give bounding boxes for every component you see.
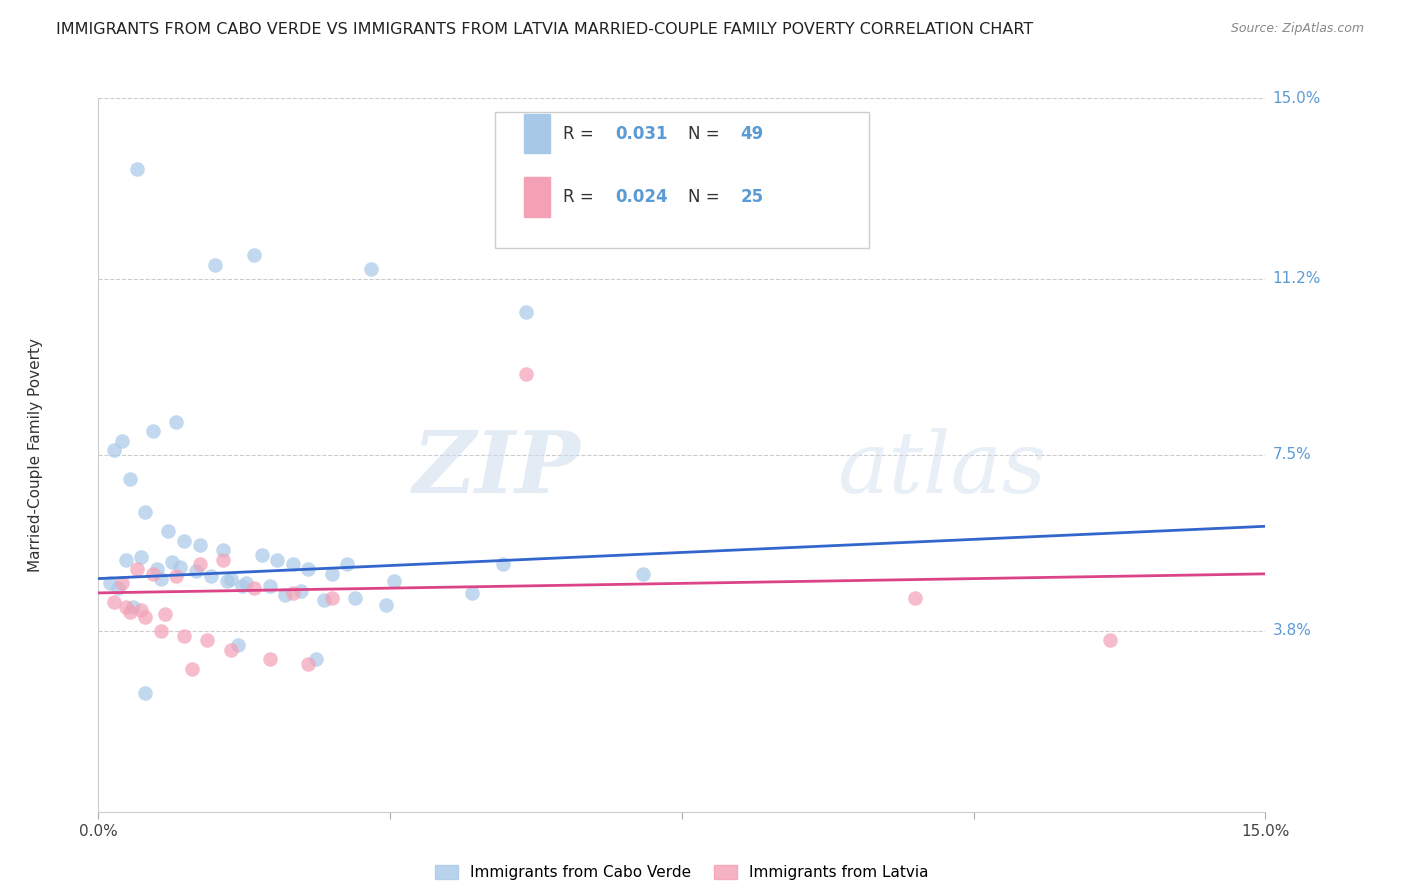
Point	[231, 579, 253, 593]
Text: Married-Couple Family Poverty: Married-Couple Family Poverty	[28, 338, 42, 572]
Point	[146, 562, 169, 576]
Point	[142, 566, 165, 581]
Point	[103, 595, 125, 609]
Point	[375, 598, 398, 612]
Point	[212, 543, 235, 558]
Point	[111, 576, 134, 591]
Point	[169, 559, 191, 574]
Text: IMMIGRANTS FROM CABO VERDE VS IMMIGRANTS FROM LATVIA MARRIED-COUPLE FAMILY POVER: IMMIGRANTS FROM CABO VERDE VS IMMIGRANTS…	[56, 22, 1033, 37]
Point	[195, 633, 218, 648]
Text: 15.0%: 15.0%	[1272, 91, 1320, 105]
Point	[360, 262, 382, 277]
Text: R =: R =	[562, 187, 599, 205]
Point	[212, 552, 235, 566]
FancyBboxPatch shape	[524, 114, 550, 153]
Point	[344, 591, 367, 605]
Text: 11.2%: 11.2%	[1272, 271, 1320, 286]
Text: 49: 49	[741, 125, 763, 143]
FancyBboxPatch shape	[524, 178, 550, 217]
Point	[281, 586, 304, 600]
Point	[162, 555, 184, 569]
Point	[312, 593, 335, 607]
Point	[515, 305, 537, 319]
Point	[153, 607, 176, 622]
Point	[134, 609, 156, 624]
Point	[188, 558, 211, 572]
Point	[129, 602, 152, 616]
Point	[149, 572, 172, 586]
Point	[305, 652, 328, 666]
Point	[321, 566, 343, 581]
Text: atlas: atlas	[838, 428, 1046, 510]
Point	[165, 569, 187, 583]
Point	[157, 524, 180, 538]
Point	[631, 566, 654, 581]
Point	[122, 600, 145, 615]
Point	[149, 624, 172, 638]
Text: 0.024: 0.024	[616, 187, 668, 205]
Point	[165, 415, 187, 429]
Point	[297, 562, 319, 576]
Point	[515, 367, 537, 381]
Point	[134, 505, 156, 519]
Point	[114, 552, 136, 566]
Point	[492, 558, 515, 572]
Point	[98, 576, 121, 591]
Point	[103, 443, 125, 458]
Point	[321, 591, 343, 605]
Point	[336, 558, 359, 572]
Point	[904, 591, 927, 605]
Point	[134, 686, 156, 700]
Point	[228, 638, 250, 652]
Point	[290, 583, 312, 598]
Point	[250, 548, 273, 562]
Point	[297, 657, 319, 672]
Point	[274, 588, 297, 602]
Point	[184, 565, 207, 579]
Text: N =: N =	[688, 187, 724, 205]
Point	[180, 662, 202, 676]
Point	[118, 605, 141, 619]
Point	[107, 581, 129, 595]
Point	[114, 600, 136, 615]
Text: Source: ZipAtlas.com: Source: ZipAtlas.com	[1230, 22, 1364, 36]
Point	[204, 258, 226, 272]
Point	[281, 558, 304, 572]
FancyBboxPatch shape	[495, 112, 869, 248]
Text: N =: N =	[688, 125, 724, 143]
Point	[259, 579, 281, 593]
Text: 7.5%: 7.5%	[1272, 448, 1312, 462]
Point	[266, 552, 288, 566]
Point	[382, 574, 405, 588]
Point	[215, 574, 238, 588]
Point	[173, 629, 195, 643]
Point	[461, 586, 484, 600]
Point	[235, 576, 257, 591]
Point	[111, 434, 134, 448]
Point	[219, 643, 242, 657]
Point	[219, 572, 242, 586]
Point	[173, 533, 195, 548]
Point	[118, 472, 141, 486]
Point	[200, 569, 222, 583]
Point	[243, 248, 266, 262]
Point	[188, 538, 211, 552]
Point	[243, 581, 266, 595]
Point	[1098, 633, 1121, 648]
Point	[142, 424, 165, 438]
Text: 25: 25	[741, 187, 763, 205]
Text: R =: R =	[562, 125, 599, 143]
Text: 0.031: 0.031	[616, 125, 668, 143]
Point	[129, 550, 152, 565]
Text: ZIP: ZIP	[413, 427, 581, 511]
Point	[259, 652, 281, 666]
Point	[127, 162, 149, 177]
Text: 3.8%: 3.8%	[1272, 624, 1312, 639]
Legend: Immigrants from Cabo Verde, Immigrants from Latvia: Immigrants from Cabo Verde, Immigrants f…	[429, 859, 935, 886]
Point	[127, 562, 149, 576]
